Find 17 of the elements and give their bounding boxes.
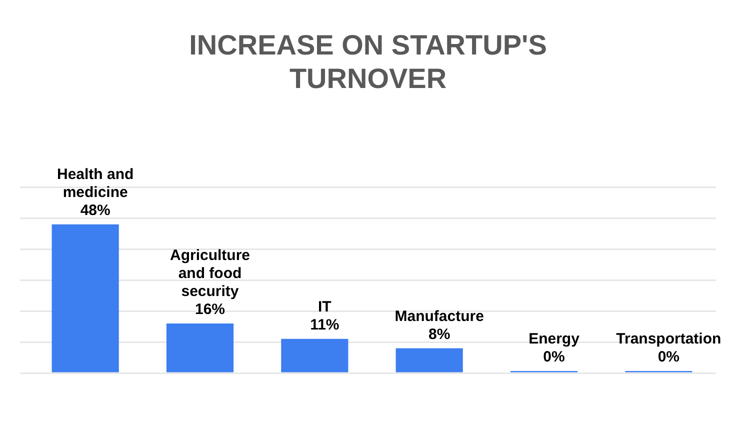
data-label: 16%: [194, 301, 226, 318]
bar: [281, 338, 348, 372]
bar: [396, 348, 463, 372]
x-tick-label: IT: [318, 298, 332, 316]
x-tick-label: Energy: [528, 330, 580, 348]
x-tick-label: Health and medicine: [56, 166, 134, 201]
x-tick-label: Manufacture: [394, 308, 484, 325]
data-label: 0%: [543, 348, 565, 366]
data-label: 0%: [658, 348, 680, 366]
bar: [166, 323, 234, 372]
bar: [52, 224, 119, 372]
data-label: 8%: [428, 326, 450, 343]
x-tick-label: Transportation: [616, 330, 722, 348]
chart-title: INCREASE ON STARTUP'S TURNOVER: [189, 30, 547, 94]
data-label: 48%: [80, 202, 110, 219]
x-tick-label: Agriculture and food security: [170, 247, 250, 300]
data-label: 11%: [310, 316, 340, 334]
